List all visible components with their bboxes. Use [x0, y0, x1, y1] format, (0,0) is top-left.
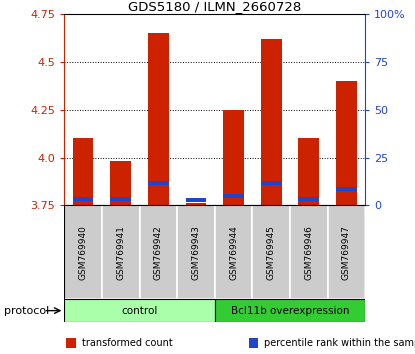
Text: Bcl11b overexpression: Bcl11b overexpression: [231, 306, 349, 316]
Text: transformed count: transformed count: [82, 338, 173, 348]
Text: GSM769947: GSM769947: [342, 225, 351, 280]
Bar: [64, 299, 215, 322]
Bar: [298, 196, 319, 201]
Bar: [148, 33, 168, 205]
Bar: [223, 110, 244, 205]
Title: GDS5180 / ILMN_2660728: GDS5180 / ILMN_2660728: [128, 0, 301, 13]
Bar: [336, 187, 357, 191]
Bar: [261, 39, 281, 205]
Bar: [73, 138, 93, 205]
Bar: [186, 204, 206, 205]
Bar: [327, 205, 365, 299]
Bar: [177, 205, 215, 299]
Bar: [64, 205, 102, 299]
Bar: [110, 161, 131, 205]
Text: control: control: [121, 306, 158, 316]
Text: percentile rank within the sample: percentile rank within the sample: [264, 338, 415, 348]
Text: GSM769943: GSM769943: [191, 225, 200, 280]
Bar: [261, 181, 281, 185]
Text: GSM769944: GSM769944: [229, 225, 238, 280]
Text: GSM769945: GSM769945: [267, 225, 276, 280]
Bar: [290, 205, 327, 299]
Bar: [186, 198, 206, 202]
Bar: [139, 205, 177, 299]
Text: GSM769940: GSM769940: [78, 225, 88, 280]
Bar: [215, 299, 365, 322]
Bar: [252, 205, 290, 299]
Text: GSM769946: GSM769946: [304, 225, 313, 280]
Bar: [110, 196, 131, 201]
Bar: [223, 194, 244, 198]
Text: protocol: protocol: [4, 306, 49, 316]
Text: GSM769941: GSM769941: [116, 225, 125, 280]
Bar: [102, 205, 139, 299]
Bar: [148, 181, 168, 185]
Bar: [73, 196, 93, 201]
Bar: [336, 81, 357, 205]
Bar: [215, 205, 252, 299]
Text: GSM769942: GSM769942: [154, 225, 163, 280]
Bar: [298, 138, 319, 205]
